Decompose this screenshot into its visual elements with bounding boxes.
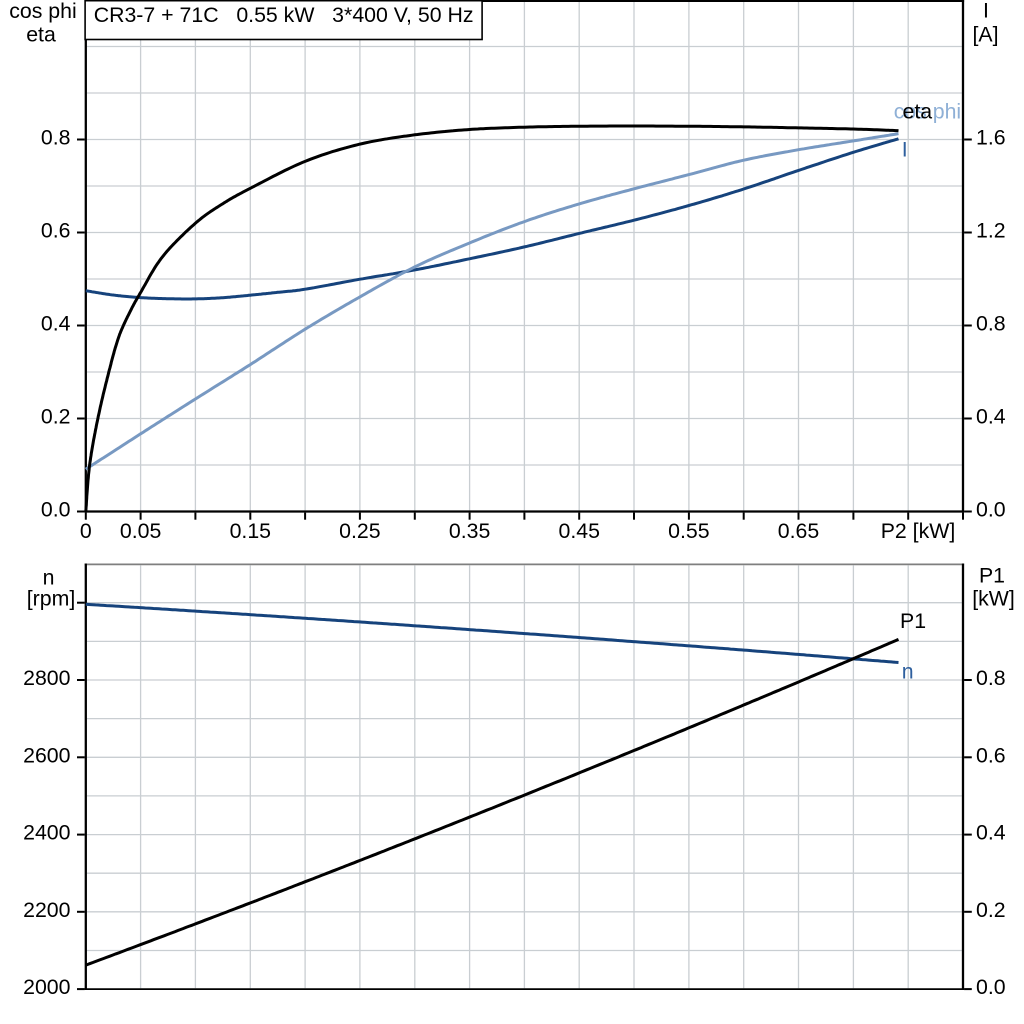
svg-text:2400: 2400 <box>23 821 71 845</box>
svg-text:eta: eta <box>26 23 56 47</box>
svg-text:0.2: 0.2 <box>976 898 1006 922</box>
svg-text:P2 [kW]: P2 [kW] <box>881 519 956 543</box>
svg-text:0.65: 0.65 <box>778 519 819 543</box>
svg-text:0.4: 0.4 <box>976 821 1006 845</box>
svg-text:cos phi: cos phi <box>894 99 961 123</box>
svg-text:0.55: 0.55 <box>668 519 709 543</box>
svg-text:0.8: 0.8 <box>41 126 71 150</box>
svg-text:2200: 2200 <box>23 898 71 922</box>
svg-text:0.6: 0.6 <box>41 219 71 243</box>
svg-text:0.2: 0.2 <box>41 405 71 429</box>
svg-text:0.05: 0.05 <box>120 519 161 543</box>
svg-text:I: I <box>983 0 989 23</box>
svg-text:eta: eta <box>903 99 933 123</box>
svg-text:0.8: 0.8 <box>976 312 1006 336</box>
svg-text:0.15: 0.15 <box>230 519 271 543</box>
svg-text:2600: 2600 <box>23 743 71 767</box>
svg-text:0.0: 0.0 <box>976 498 1006 522</box>
svg-text:0.0: 0.0 <box>976 975 1006 999</box>
svg-text:0.4: 0.4 <box>976 405 1006 429</box>
svg-text:P1: P1 <box>900 609 926 633</box>
svg-text:cos phi: cos phi <box>9 0 76 23</box>
svg-text:0.6: 0.6 <box>976 743 1006 767</box>
svg-text:0: 0 <box>80 519 92 543</box>
svg-text:2000: 2000 <box>23 975 71 999</box>
svg-text:0.45: 0.45 <box>558 519 599 543</box>
svg-text:2800: 2800 <box>23 666 71 690</box>
svg-text:0.25: 0.25 <box>339 519 380 543</box>
svg-text:1.2: 1.2 <box>976 219 1006 243</box>
svg-text:[A]: [A] <box>972 23 998 47</box>
svg-text:n: n <box>43 566 55 590</box>
svg-text:0.0: 0.0 <box>41 498 71 522</box>
svg-text:0.35: 0.35 <box>449 519 490 543</box>
svg-text:[kW]: [kW] <box>972 587 1015 611</box>
svg-text:[rpm]: [rpm] <box>27 587 76 611</box>
svg-text:P1: P1 <box>979 564 1005 588</box>
svg-text:I: I <box>902 137 908 161</box>
svg-text:1.6: 1.6 <box>976 126 1006 150</box>
svg-text:CR3-7 + 71C 0.55 kW 3*400: CR3-7 + 71C 0.55 kW 3*400 V, 50 Hz <box>94 3 474 27</box>
svg-text:0.4: 0.4 <box>41 312 71 336</box>
svg-text:0.8: 0.8 <box>976 666 1006 690</box>
svg-text:n: n <box>902 660 914 684</box>
